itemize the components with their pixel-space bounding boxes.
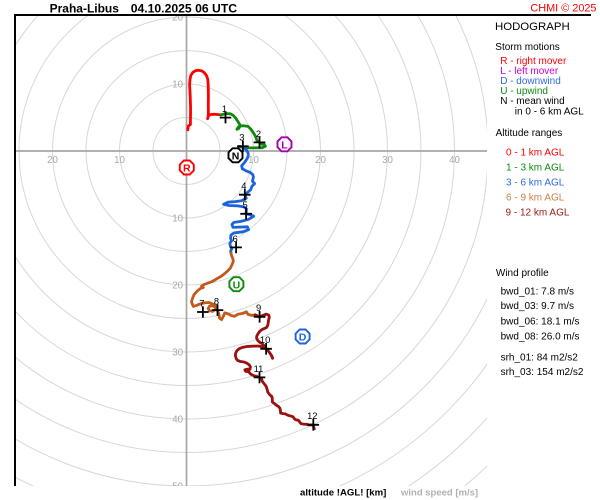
svg-text:40: 40 (172, 414, 183, 425)
svg-text:N - mean wind: N - mean wind (500, 96, 564, 107)
svg-text:10: 10 (172, 79, 183, 90)
svg-text:11: 11 (254, 363, 264, 374)
svg-text:3 - 6 km AGL: 3 - 6 km AGL (506, 178, 565, 189)
svg-text:U - upwind: U - upwind (500, 86, 548, 97)
svg-text:srh_01: 84 m2/s2: srh_01: 84 m2/s2 (501, 352, 579, 363)
svg-text:20: 20 (47, 155, 58, 166)
svg-text:altitude !AGL! [km]: altitude !AGL! [km] (300, 487, 386, 498)
svg-text:L - left mover: L - left mover (500, 66, 559, 77)
svg-text:L: L (281, 140, 288, 152)
svg-text:Wind profile: Wind profile (496, 268, 549, 279)
svg-text:20: 20 (315, 155, 326, 166)
svg-text:0 - 1 km AGL: 0 - 1 km AGL (506, 148, 565, 159)
svg-text:D: D (299, 332, 307, 344)
svg-text:D - downwind: D - downwind (500, 76, 561, 87)
svg-text:1: 1 (222, 103, 227, 114)
svg-text:40: 40 (449, 155, 460, 166)
svg-text:3: 3 (239, 132, 244, 143)
svg-text:bwd_01: 7.8 m/s: bwd_01: 7.8 m/s (501, 286, 574, 297)
svg-text:R: R (183, 163, 191, 175)
svg-text:5: 5 (242, 199, 247, 210)
svg-text:bwd_08: 26.0 m/s: bwd_08: 26.0 m/s (501, 331, 580, 342)
svg-text:10: 10 (114, 155, 125, 166)
svg-text:9 - 12 km AGL: 9 - 12 km AGL (506, 208, 570, 219)
svg-text:2: 2 (256, 128, 261, 139)
svg-text:6: 6 (232, 233, 237, 244)
svg-text:7: 7 (199, 297, 204, 308)
svg-text:50: 50 (172, 481, 183, 492)
svg-text:9: 9 (256, 302, 261, 313)
svg-text:CHMI © 2025: CHMI © 2025 (530, 2, 596, 14)
svg-text:N: N (232, 151, 240, 163)
svg-text:R - right mover: R - right mover (500, 56, 567, 67)
svg-text:wind speed [m/s]: wind speed [m/s] (400, 487, 478, 498)
svg-text:20: 20 (172, 280, 183, 291)
svg-text:4: 4 (241, 180, 246, 191)
svg-text:8: 8 (214, 296, 219, 307)
svg-text:bwd_03: 9.7 m/s: bwd_03: 9.7 m/s (501, 301, 574, 312)
svg-text:U: U (233, 279, 241, 291)
svg-text:10: 10 (172, 213, 183, 224)
svg-text:HODOGRAPH: HODOGRAPH (495, 21, 570, 33)
svg-text:20: 20 (172, 12, 183, 23)
svg-text:Praha-Libus: Praha-Libus (50, 1, 120, 15)
svg-text:10: 10 (248, 155, 259, 166)
svg-text:Altitude ranges: Altitude ranges (496, 128, 563, 139)
svg-text:bwd_06: 18.1 m/s: bwd_06: 18.1 m/s (501, 316, 580, 327)
svg-text:04.10.2025 06 UTC: 04.10.2025 06 UTC (131, 1, 238, 15)
svg-text:6 - 9 km AGL: 6 - 9 km AGL (506, 193, 565, 204)
svg-text:1 - 3 km AGL: 1 - 3 km AGL (506, 163, 565, 174)
svg-text:12: 12 (307, 410, 317, 421)
svg-text:10: 10 (260, 334, 270, 345)
svg-text:30: 30 (172, 347, 183, 358)
svg-text:srh_03: 154 m2/s2: srh_03: 154 m2/s2 (501, 367, 584, 378)
svg-text:Storm motions: Storm motions (495, 42, 559, 53)
svg-text:30: 30 (382, 155, 393, 166)
svg-text:in 0 - 6 km AGL: in 0 - 6 km AGL (515, 106, 584, 117)
